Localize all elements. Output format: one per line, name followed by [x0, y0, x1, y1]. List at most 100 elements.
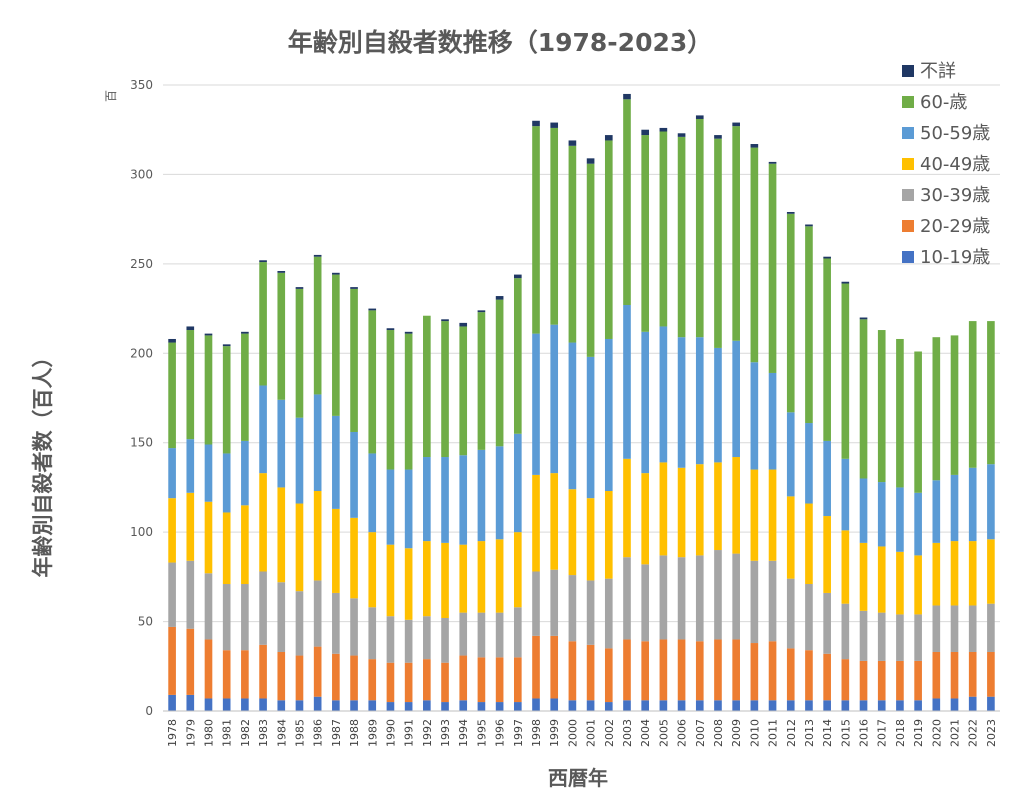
bar-segment: [404, 469, 413, 549]
bar-segment: [823, 440, 831, 517]
bar-segment: [459, 655, 468, 701]
bar-segment: [350, 287, 358, 289]
bar-segment: [805, 650, 813, 701]
bar-segment: [586, 163, 595, 357]
bar-segment: [823, 256, 831, 259]
x-tick-label: 2008: [712, 719, 725, 747]
bar-segment: [714, 347, 722, 463]
bar-segment: [786, 700, 795, 711]
bar-segment: [877, 612, 886, 661]
bar-segment: [914, 660, 922, 701]
bar-segment: [513, 657, 522, 703]
bar-segment: [222, 512, 231, 585]
bar-segment: [495, 612, 504, 658]
bar-segment: [586, 498, 595, 581]
bar-segment: [859, 317, 868, 320]
bar-segment: [550, 569, 559, 636]
bar-segment: [495, 657, 504, 703]
bar-segment: [896, 614, 904, 661]
bar-segment: [277, 700, 286, 711]
y-tick-label: 300: [130, 167, 153, 181]
bar-segment: [750, 560, 759, 644]
bar-segment: [222, 584, 231, 651]
x-tick-label: 2007: [694, 719, 707, 747]
bar-segment: [477, 702, 486, 711]
bar-segment: [404, 548, 413, 620]
bar-segment: [677, 467, 686, 558]
bar-segment: [441, 617, 449, 663]
bar-segment: [568, 342, 577, 490]
x-tick-label: 2000: [566, 719, 579, 747]
x-tick-label: 2010: [748, 719, 761, 747]
bar-segment: [805, 423, 813, 504]
bar-segment: [677, 136, 686, 338]
bar-segment: [423, 700, 431, 711]
y-axis-label: 年齢別自殺者数（百人）: [31, 347, 55, 578]
bar-segment: [641, 700, 650, 711]
bar-segment: [513, 607, 522, 658]
bar-segment: [313, 254, 322, 257]
x-tick-label: 1983: [257, 719, 270, 747]
bar-segment: [750, 643, 759, 701]
bar-segment: [550, 698, 559, 711]
bar-segment: [859, 478, 868, 543]
bar-segment: [277, 651, 286, 701]
x-tick-label: 1981: [221, 719, 234, 747]
x-tick-label: 1997: [512, 719, 525, 747]
x-tick-label: 1984: [275, 719, 288, 747]
bar-segment: [241, 440, 249, 506]
bar-segment: [168, 626, 176, 695]
bar-segment: [932, 337, 941, 481]
bar-segment: [732, 122, 740, 127]
bar-segment: [695, 464, 704, 556]
bar-segment: [677, 639, 686, 701]
bar-segment: [768, 372, 777, 470]
bar-segment: [841, 530, 850, 604]
bar-segment: [513, 433, 522, 533]
bar-segment: [841, 603, 850, 660]
bar-segment: [750, 700, 759, 711]
bar-segment: [968, 321, 977, 468]
bar-segment: [750, 469, 759, 561]
y-tick-label: 150: [130, 436, 153, 450]
bar-segment: [641, 135, 650, 332]
bar-segment: [677, 700, 686, 711]
bar-segment: [750, 144, 759, 148]
bar-segment: [896, 487, 904, 552]
x-tick-label: 2003: [621, 719, 634, 747]
bar-segment: [841, 281, 850, 284]
bar-segment: [714, 462, 722, 551]
bar-segment: [441, 542, 449, 618]
bar-segment: [332, 700, 340, 711]
bar-segment: [604, 702, 613, 711]
bar-segment: [222, 346, 231, 454]
bar-segment: [586, 580, 595, 645]
bar-segment: [332, 272, 340, 275]
y-tick-label: 0: [145, 704, 153, 718]
bar-segment: [604, 140, 613, 339]
bar-segment: [950, 651, 959, 699]
bar-segment: [714, 550, 722, 640]
bar-segment: [386, 662, 395, 703]
bar-segment: [332, 508, 340, 593]
bar-segment: [404, 619, 413, 663]
bar-segment: [495, 446, 504, 540]
bar-segment: [168, 448, 176, 499]
bar-segment: [896, 551, 904, 615]
bar-segment: [350, 598, 358, 656]
bar-segment: [495, 296, 504, 300]
x-tick-label: 2019: [912, 719, 925, 747]
bar-segment: [441, 702, 449, 711]
x-tick-label: 1991: [403, 719, 416, 747]
x-tick-label: 1989: [366, 719, 379, 747]
bar-segment: [477, 312, 486, 450]
bar-segment: [277, 582, 286, 652]
bar-segment: [204, 639, 213, 699]
bar-segment: [186, 330, 195, 440]
y-tick-label: 350: [130, 78, 153, 92]
x-tick-label: 1980: [202, 719, 215, 747]
legend-swatch: [902, 65, 914, 77]
bar-segment: [259, 260, 267, 263]
bar-segment: [186, 492, 195, 561]
bar-segment: [714, 639, 722, 701]
